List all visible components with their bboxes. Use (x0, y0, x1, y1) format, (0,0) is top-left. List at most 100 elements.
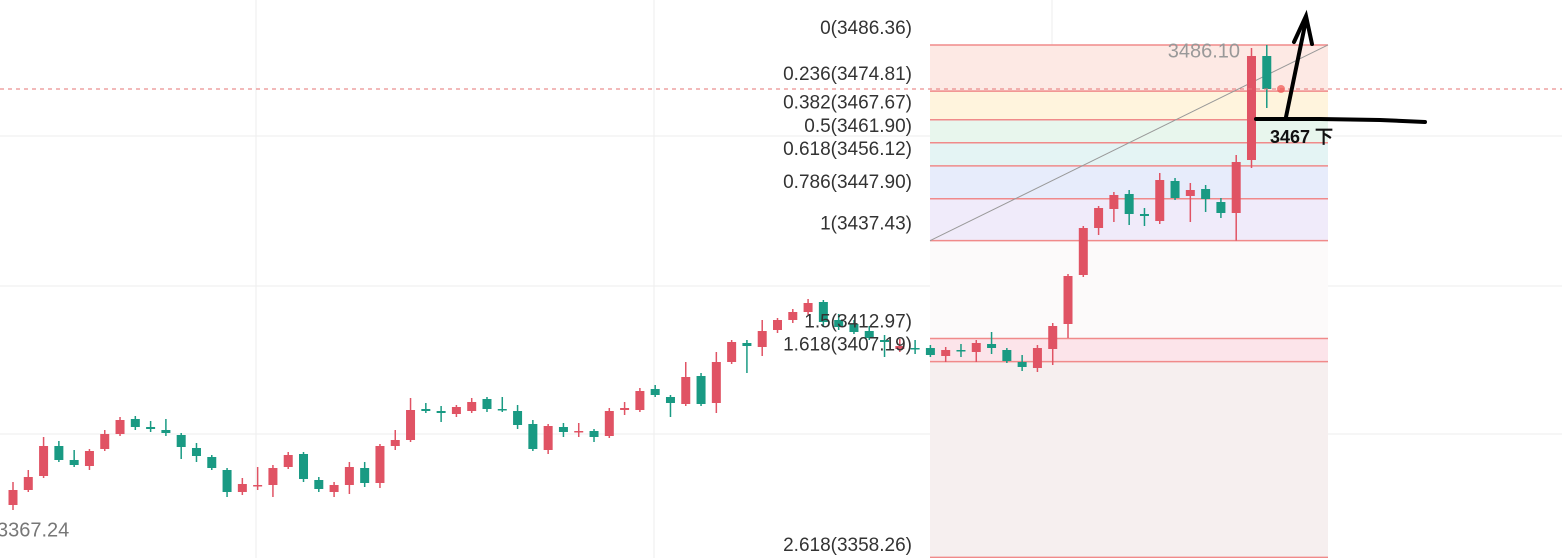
candle-body (191, 448, 201, 456)
candle-body (849, 324, 859, 332)
candle-body (299, 454, 309, 479)
fib-zone (930, 119, 1328, 143)
candle-body (803, 303, 813, 312)
candle-body (589, 431, 599, 437)
fib-label: 0.5(3461.90) (804, 116, 912, 137)
fib-zones (929, 44, 1329, 558)
candle-body (100, 434, 110, 449)
fib-label: 0.382(3467.67) (783, 93, 912, 114)
candle-body (207, 457, 217, 468)
candle-body (161, 430, 171, 433)
candle-body (665, 397, 675, 403)
candle-body (1201, 189, 1211, 199)
candle-body (54, 446, 64, 460)
candle-body (1048, 326, 1058, 349)
candle-body (910, 348, 920, 350)
candle-body (513, 411, 523, 425)
candle-body (222, 470, 232, 492)
fib-label: 0.618(3456.12) (783, 139, 912, 160)
candle-body (864, 331, 874, 338)
candle-body (528, 424, 538, 449)
hand-line (1254, 117, 1427, 124)
candle-body (604, 411, 614, 436)
annotation: 3486.10 (1168, 40, 1240, 62)
candle-body (1170, 181, 1180, 198)
candle-body (360, 468, 370, 483)
candle-body (1246, 56, 1256, 160)
candle-body (115, 420, 125, 434)
candle-body (620, 408, 630, 410)
candle-body (818, 302, 828, 322)
candle-body (971, 343, 981, 352)
annotation: 3367.24 (0, 519, 69, 541)
hand-arrow (1284, 18, 1308, 119)
fib-label: 1.618(3407.19) (783, 335, 912, 356)
candle-body (421, 409, 431, 411)
candle-body (69, 460, 79, 465)
candle-body (1155, 180, 1165, 221)
candle-body (773, 320, 782, 330)
candle-body (283, 455, 293, 467)
candle-body (543, 426, 553, 450)
current-price-dot (1277, 85, 1285, 93)
candle-body (1185, 190, 1195, 196)
annotation: 3467 下 (1270, 127, 1333, 147)
candle-body (558, 427, 568, 432)
candle-body (696, 376, 706, 404)
candle-body (497, 409, 507, 411)
candle-body (742, 343, 752, 346)
candle-body (1231, 162, 1241, 213)
candle-body (635, 391, 645, 410)
candle-body (467, 402, 477, 411)
fib-label: 1(3437.43) (820, 214, 912, 235)
fib-label: 1.5(3412.97) (804, 312, 912, 333)
overlay: 0(3486.36)0.236(3474.81)0.382(3467.67)0.… (0, 18, 1562, 556)
candle-body (834, 320, 844, 327)
candle-body (84, 451, 94, 466)
candle-body (650, 389, 660, 395)
candle-body (941, 350, 951, 356)
candle-body (681, 377, 691, 404)
candle-body (1262, 56, 1272, 89)
candle-body (130, 419, 140, 427)
candle-body (314, 480, 324, 489)
candle-body (788, 312, 798, 320)
candle-body (1094, 208, 1104, 228)
fib-zone (930, 91, 1328, 120)
candle-body (727, 342, 737, 362)
candle-body (146, 427, 156, 429)
candle-body (8, 490, 18, 505)
candle-body (711, 362, 721, 403)
fib-zone (930, 44, 1328, 92)
fib-zone (930, 142, 1328, 166)
candle-body (451, 407, 461, 414)
candles (8, 44, 1272, 510)
candle-body (344, 467, 354, 485)
candle-body (574, 431, 584, 433)
candle-body (956, 350, 966, 352)
candle-body (329, 485, 339, 492)
candle-body (1017, 362, 1027, 367)
candle-body (1109, 195, 1119, 209)
hand-drawing (1254, 9, 1427, 124)
fib-zone (930, 338, 1328, 362)
hand-arrow-head (1292, 9, 1314, 46)
candle-body (253, 485, 263, 487)
candle-body (1216, 202, 1226, 213)
candle-body (237, 484, 247, 492)
candle-body (1032, 348, 1042, 368)
fib-zone (930, 361, 1328, 558)
fib-zone (930, 240, 1328, 339)
candle-body (268, 468, 278, 485)
candle-body (757, 331, 767, 347)
candle-body (39, 446, 49, 476)
candle-body (375, 446, 385, 483)
fib-label: 0(3486.36) (820, 18, 912, 39)
candle-body (880, 340, 890, 342)
candle-body (406, 410, 416, 440)
candle-body (390, 440, 400, 446)
candle-body (1124, 194, 1134, 214)
fib-trend-line (929, 44, 1329, 242)
candle-body (23, 477, 33, 490)
